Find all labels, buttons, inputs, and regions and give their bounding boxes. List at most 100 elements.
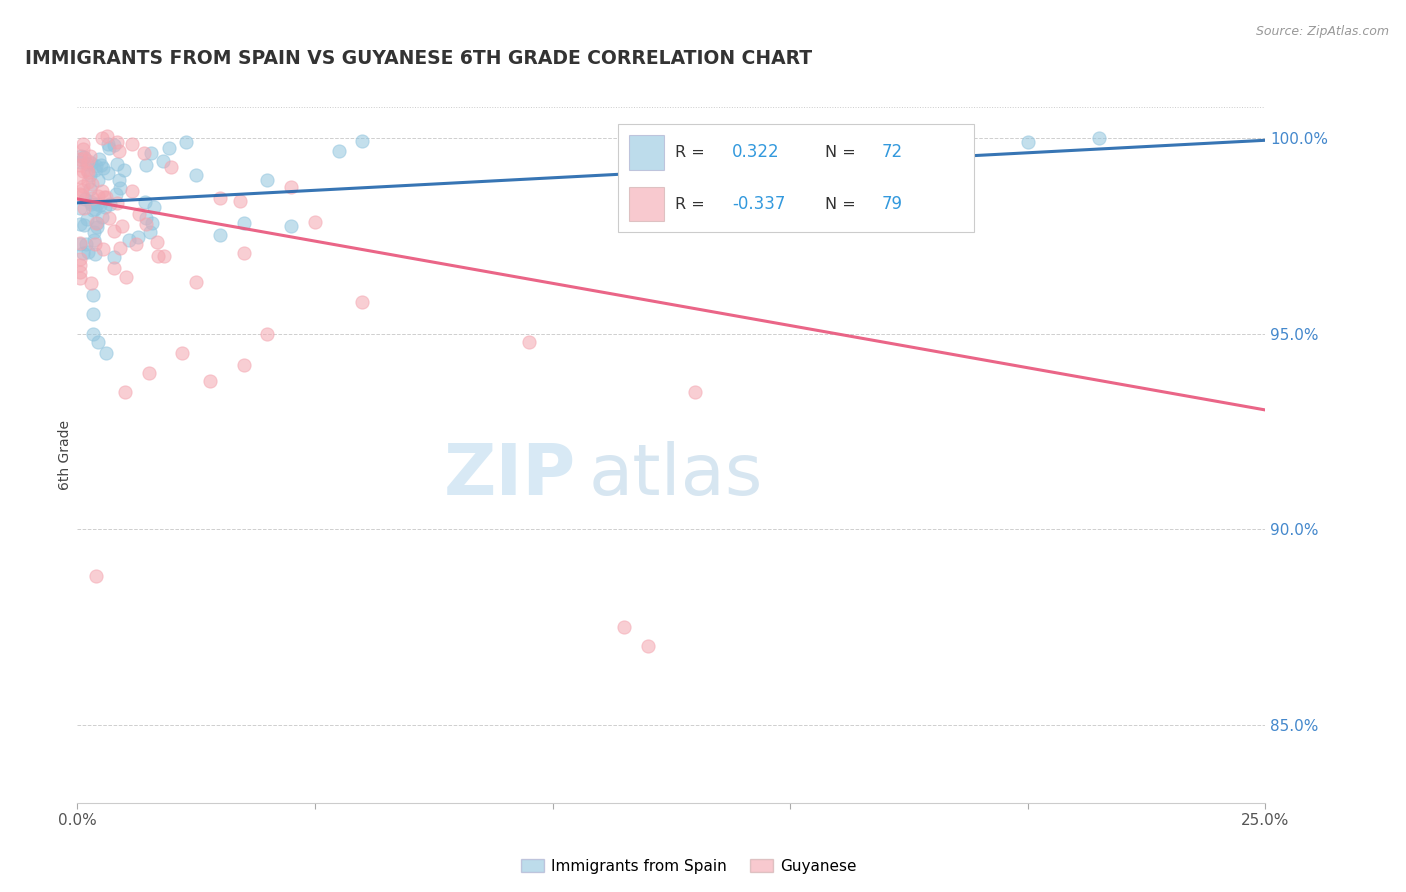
Point (232, 245, 254, 260)
Point (683, 385, 706, 400)
Point (280, 180, 302, 194)
Point (108, 173, 131, 187)
Point (256, 173, 278, 187)
Point (72, 163, 94, 178)
Point (105, 196, 128, 211)
Point (107, 145, 129, 159)
Point (352, 134, 374, 148)
Point (97, 166, 120, 180)
Point (69, 201, 91, 215)
Point (72, 246, 94, 260)
Point (134, 146, 156, 161)
Point (86, 196, 108, 211)
Point (200, 374, 222, 388)
Point (1017, 135, 1039, 149)
Point (84, 216, 107, 230)
Point (103, 137, 125, 152)
Point (75, 237, 97, 252)
Point (517, 334, 540, 349)
Point (108, 241, 131, 255)
Point (121, 137, 143, 152)
Point (121, 184, 143, 198)
Point (139, 226, 162, 240)
Point (84, 247, 107, 261)
Point (160, 161, 183, 175)
Point (69, 186, 91, 201)
Point (82, 307, 104, 321)
Point (186, 275, 208, 289)
Point (72, 142, 94, 156)
Point (86, 219, 108, 234)
Point (111, 219, 134, 233)
Point (72, 178, 94, 193)
Point (93, 161, 115, 175)
Point (125, 237, 148, 252)
Point (69, 152, 91, 166)
Point (69, 258, 91, 272)
Point (146, 235, 169, 249)
Point (135, 158, 157, 172)
Point (118, 233, 141, 247)
Point (91, 130, 114, 145)
Point (76, 175, 98, 189)
Point (69, 217, 91, 231)
Point (96, 128, 118, 143)
Point (138, 366, 160, 380)
Text: IMMIGRANTS FROM SPAIN VS GUYANESE 6TH GRADE CORRELATION CHART: IMMIGRANTS FROM SPAIN VS GUYANESE 6TH GR… (25, 49, 813, 68)
Point (69, 252, 91, 266)
Point (153, 249, 176, 263)
Point (82, 203, 104, 218)
Point (70, 183, 93, 197)
Point (94, 200, 117, 214)
Point (82, 177, 104, 191)
Y-axis label: 6th Grade: 6th Grade (58, 420, 72, 490)
Legend: Immigrants from Spain, Guyanese: Immigrants from Spain, Guyanese (515, 853, 863, 880)
Point (87, 173, 110, 187)
Point (174, 136, 197, 150)
Point (98, 197, 121, 211)
Point (86, 569, 108, 583)
Point (328, 145, 350, 159)
Point (352, 295, 374, 310)
Point (69, 235, 91, 250)
Point (83, 233, 105, 247)
Point (208, 228, 231, 243)
Point (79, 182, 101, 196)
Point (94, 346, 117, 360)
Point (73, 218, 96, 232)
Point (152, 154, 174, 169)
Point (83, 163, 105, 178)
Point (114, 385, 136, 400)
Point (229, 194, 252, 209)
Text: Source: ZipAtlas.com: Source: ZipAtlas.com (1256, 25, 1389, 38)
Point (79, 149, 101, 163)
Point (232, 216, 254, 230)
Point (256, 326, 278, 341)
Point (82, 287, 104, 301)
Point (76, 162, 98, 177)
Point (1088, 131, 1111, 145)
Point (637, 640, 659, 654)
Point (135, 217, 157, 231)
Point (89, 153, 111, 167)
Point (90, 158, 112, 172)
Point (186, 168, 208, 182)
Point (110, 181, 132, 195)
Point (304, 215, 326, 229)
Point (104, 187, 127, 202)
Point (105, 157, 128, 171)
Point (79, 169, 101, 183)
Point (87, 189, 110, 203)
Point (77, 153, 100, 168)
Point (103, 224, 125, 238)
Point (76, 212, 98, 227)
Point (280, 219, 302, 234)
Point (69, 237, 91, 252)
Point (86, 216, 108, 230)
Point (69, 271, 91, 285)
Point (103, 260, 125, 275)
Point (127, 229, 149, 244)
Point (103, 250, 125, 264)
Point (73, 150, 96, 164)
Point (70, 188, 93, 202)
